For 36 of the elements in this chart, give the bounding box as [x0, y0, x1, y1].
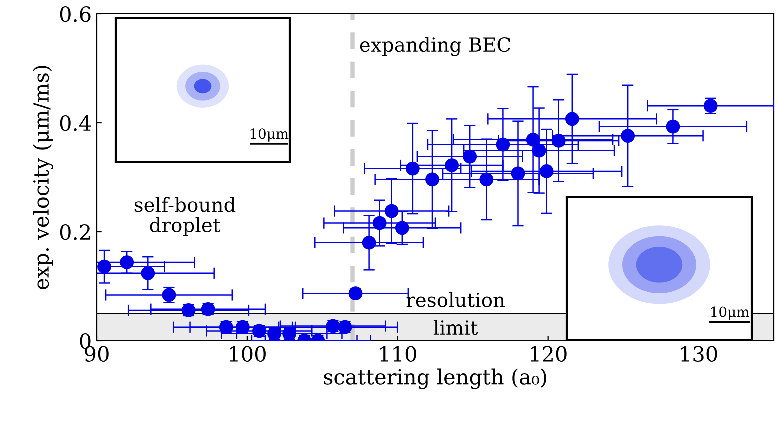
x-tick-label: 100 — [230, 346, 266, 362]
annotation: self-bound droplet — [134, 197, 236, 236]
point — [621, 129, 636, 144]
annotation: expanding BEC — [360, 37, 510, 56]
point — [463, 150, 478, 164]
point — [406, 162, 420, 176]
point — [480, 172, 494, 187]
point — [395, 221, 410, 236]
point — [526, 132, 540, 147]
point — [426, 172, 440, 187]
point — [372, 216, 387, 230]
x-tick-label: 120 — [530, 346, 567, 362]
point — [511, 166, 526, 181]
x-tick-label: 130 — [681, 346, 718, 362]
point — [532, 144, 546, 158]
point — [666, 120, 680, 134]
y-axis-title: exp. velocity (μm/ms) — [32, 66, 54, 290]
y-tick-label: 0.2 — [60, 224, 90, 240]
annotation: limit — [434, 320, 478, 336]
annotation: resolution — [406, 292, 506, 308]
point — [445, 158, 459, 172]
point — [496, 138, 510, 152]
point — [552, 134, 566, 148]
y-tick-label: 0.6 — [60, 6, 91, 22]
point — [384, 204, 399, 218]
annotation: 10μm — [712, 306, 750, 320]
y-tick-label: 0.4 — [60, 115, 92, 132]
point — [141, 266, 156, 280]
point — [540, 164, 554, 178]
point — [98, 260, 112, 274]
annotation: 10μm — [250, 128, 289, 142]
point — [565, 112, 580, 126]
point — [120, 256, 134, 270]
point — [362, 236, 376, 250]
x-tick-label: 110 — [380, 346, 416, 362]
x-axis-title: scattering length (a₀) — [324, 368, 546, 390]
